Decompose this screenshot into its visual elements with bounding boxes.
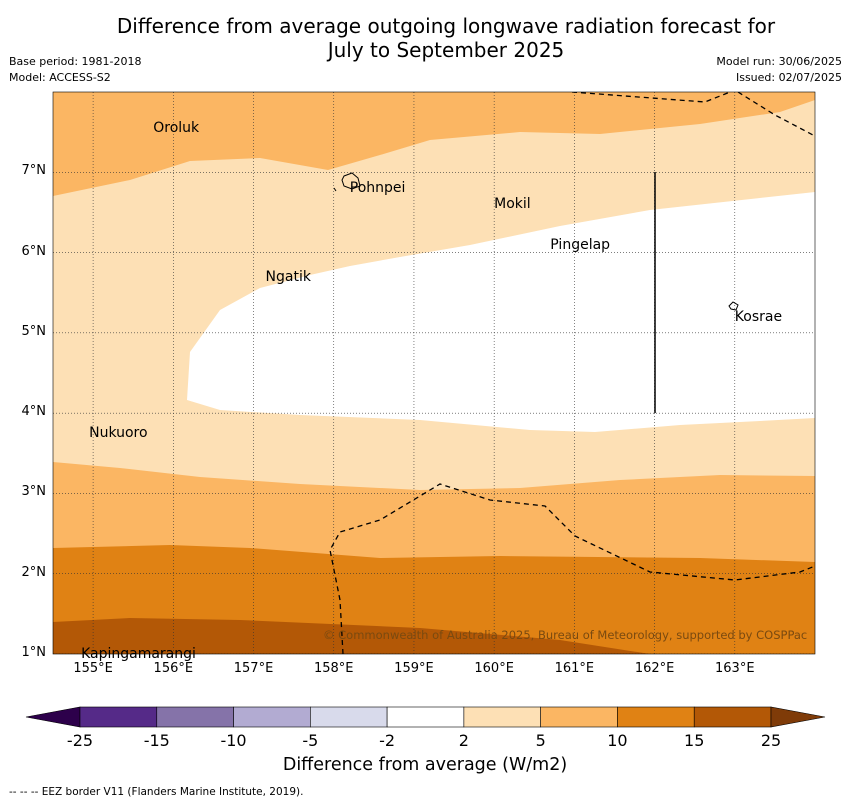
meta-left: Base period: 1981-2018 Model: ACCESS-S2	[9, 54, 141, 86]
place-label: Pingelap	[550, 236, 611, 253]
lon-tick-label: 162°E	[634, 661, 675, 676]
lon-tick-label: 155°E	[73, 661, 113, 676]
colorbar-tick-label: 5	[535, 731, 546, 750]
lat-tick-label: 1°N	[21, 645, 47, 660]
colorbar-swatch	[463, 706, 541, 728]
eez-legend-note: -- -- -- EEZ border V11 (Flanders Marine…	[9, 786, 304, 798]
kosrae-island	[728, 301, 739, 311]
chart-title: Difference from average outgoing longwav…	[0, 14, 850, 62]
islands	[333, 172, 739, 311]
lon-tick-label: 158°E	[313, 661, 354, 676]
place-label: Pohnpei	[349, 180, 406, 197]
colorbar-tick-label: -2	[379, 731, 396, 750]
lat-tick-label: 6°N	[21, 243, 47, 259]
colorbar-swatch	[617, 706, 695, 728]
colorbar-tick-label: 25	[760, 731, 782, 750]
lat-tick-label: 5°N	[21, 323, 47, 339]
colorbar-tick-label: 15	[684, 731, 705, 750]
lat-tick-label: 4°N	[21, 404, 47, 420]
colorbar-extend-high	[770, 706, 826, 728]
colorbar-tick-label: -10	[220, 731, 247, 750]
lat-tick-label: 7°N	[21, 163, 47, 179]
place-label: Mokil	[494, 196, 531, 213]
band-5-10-north	[53, 92, 815, 196]
issued-date: Issued: 02/07/2025	[735, 71, 842, 84]
place-label: Kosrae	[734, 308, 783, 325]
colorbar-extend-low	[25, 706, 81, 728]
colorbar-swatch	[693, 706, 772, 728]
place-label: Oroluk	[153, 120, 200, 137]
colorbar-tick-label: 10	[607, 731, 628, 750]
colorbar	[25, 706, 826, 728]
lon-tick-label: 160°E	[474, 661, 514, 676]
lon-tick-label: 156°E	[153, 661, 194, 676]
model-run: Model run: 30/06/2025	[716, 55, 842, 68]
colorbar-tick-label: -5	[302, 731, 319, 750]
lon-tick-label: 163°E	[715, 661, 755, 676]
colorbar-swatch	[79, 706, 158, 728]
copyright-notice: © Commonwealth of Australia 2025, Bureau…	[323, 628, 808, 642]
place-label: Ngatik	[265, 268, 311, 285]
lon-tick-label: 161°E	[554, 661, 595, 676]
gridlines	[53, 92, 815, 654]
colorbar-tick-label: -15	[143, 731, 170, 750]
colorbar-swatch	[233, 706, 311, 728]
place-label: Nukuoro	[89, 425, 148, 442]
lat-tick-label: 2°N	[21, 564, 47, 580]
base-period: Base period: 1981-2018	[9, 55, 142, 68]
lon-tick-label: 159°E	[394, 661, 434, 676]
lon-tick-label: 157°E	[233, 661, 274, 676]
pohnpei-island	[341, 172, 361, 190]
colorbar-swatch	[386, 706, 465, 728]
map-frame	[52, 91, 816, 655]
title-line-2: July to September 2025	[327, 38, 565, 62]
meta-right: Model run: 30/06/2025 Issued: 02/07/2025	[716, 54, 842, 86]
colorbar-title: Difference from average (W/m2)	[282, 755, 568, 775]
title-line-1: Difference from average outgoing longwav…	[116, 14, 776, 38]
colorbar-swatch	[540, 706, 618, 728]
model-name: Model: ACCESS-S2	[9, 71, 111, 84]
colorbar-swatch	[156, 706, 234, 728]
colorbar-swatch	[310, 706, 388, 728]
band-minus2-2	[187, 192, 815, 432]
eez-border	[329, 92, 815, 654]
place-label: Kapingamarangi	[81, 645, 196, 662]
lat-tick-label: 3°N	[21, 484, 47, 500]
colorbar-tick-label: -25	[66, 731, 94, 750]
colorbar-tick-label: 2	[458, 731, 469, 750]
